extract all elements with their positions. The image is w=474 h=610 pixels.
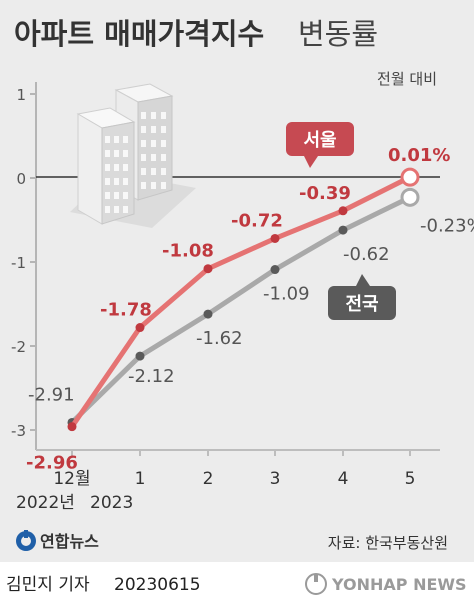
data-point [67, 422, 77, 432]
year-label-2022: 2022년 [16, 493, 75, 513]
x-ticks: 12월 1 2 3 4 5 [53, 450, 415, 489]
publish-date: 20230615 [114, 575, 201, 595]
data-point [135, 351, 145, 361]
x-tick-label: 1 [135, 469, 146, 489]
data-point [400, 187, 420, 207]
y-tick-label: 0 [16, 170, 26, 188]
data-point [270, 233, 280, 243]
series-line-national [69, 194, 413, 425]
data-label-seoul: -1.08 [162, 241, 214, 262]
data-label-national: -1.09 [263, 284, 310, 305]
y-ticks: 1 0 -1 -2 -3 [11, 86, 36, 440]
x-tick-label: 12월 [53, 469, 90, 489]
year-label-2023: 2023 [90, 493, 133, 513]
data-label-seoul: -1.78 [100, 300, 152, 321]
chart-subtitle: 전월 대비 [377, 70, 437, 88]
y-tick-label: -1 [11, 254, 26, 272]
apartment-buildings-illustration [70, 83, 196, 228]
data-point [270, 265, 280, 275]
credit-bar: 김민지 기자 20230615 YONHAP NEWS [0, 562, 474, 610]
y-tick-label: -2 [11, 338, 26, 356]
watermark-text: YONHAP NEWS [331, 575, 467, 594]
data-label-national: -2.91 [28, 384, 75, 405]
data-point [203, 309, 213, 319]
x-tick-label: 3 [270, 469, 281, 489]
legend-national: 전국 [328, 274, 396, 320]
data-point [338, 206, 348, 216]
data-point [400, 167, 420, 187]
data-label-national: -0.62 [343, 244, 390, 265]
series-layer [67, 167, 420, 432]
data-label-national: -0.23% [420, 215, 474, 236]
x-tick-label: 2 [203, 469, 214, 489]
yonhap-logo: 연합뉴스 [16, 530, 99, 551]
legend-seoul-label: 서울 [303, 130, 336, 151]
y-tick-label: -3 [11, 422, 26, 440]
data-labels: -2.96 -1.78 -1.08 -0.72 -0.39 0.01% -2.91 -2.12… [26, 145, 474, 473]
logo-text: 연합뉴스 [40, 532, 99, 551]
data-label-seoul: -0.39 [299, 183, 351, 204]
data-label-national: -1.62 [196, 328, 243, 349]
data-label-seoul: -0.72 [231, 210, 283, 231]
data-label-seoul: -2.96 [26, 453, 78, 474]
data-point [135, 323, 145, 333]
y-tick-label: 1 [16, 86, 26, 104]
credit-svg: 김민지 기자 20230615 YONHAP NEWS [6, 573, 467, 595]
watermark-icon [305, 573, 327, 595]
data-point [338, 225, 348, 235]
source-note: 자료: 한국부동산원 [328, 534, 448, 552]
x-tick-label: 4 [338, 469, 349, 489]
chart-title: 아파트 매매가격지수 [14, 17, 264, 51]
x-tick-label: 5 [405, 469, 416, 489]
reporter-name: 김민지 기자 [6, 575, 90, 595]
series-line-seoul [69, 174, 413, 430]
chart-title-suffix: 변동률 [298, 17, 378, 51]
data-label-seoul: 0.01% [388, 145, 450, 166]
legend-national-label: 전국 [345, 294, 378, 315]
legend-seoul: 서울 [286, 122, 354, 168]
data-label-national: -2.12 [128, 366, 175, 387]
data-point [203, 264, 213, 274]
